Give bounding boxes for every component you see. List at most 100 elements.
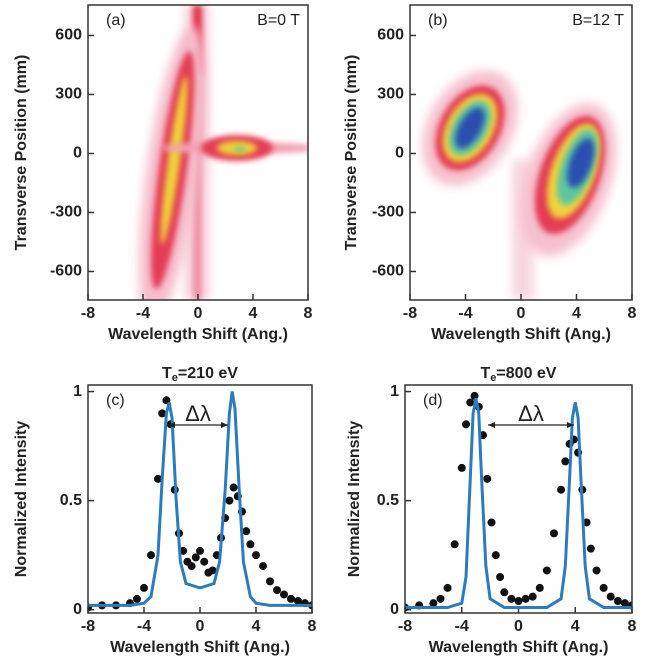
frame <box>87 4 309 301</box>
panel-label: (b) <box>428 12 448 29</box>
x-tick-label: 4 <box>572 305 581 322</box>
chart-title: Te=800 eV <box>481 365 557 384</box>
frame <box>87 384 313 614</box>
data-point <box>229 483 238 492</box>
y-tick-label: 1 <box>390 383 399 400</box>
plot <box>405 391 632 612</box>
data-point <box>521 594 530 603</box>
y-tick-label: 600 <box>55 27 82 44</box>
data-point <box>246 540 255 549</box>
annotation: Δλ <box>185 401 211 426</box>
data-point <box>561 457 570 466</box>
data-point <box>280 590 288 599</box>
data-point <box>586 544 595 553</box>
data-point <box>133 594 141 603</box>
x-tick-label: -4 <box>137 618 151 635</box>
x-tick-label: -4 <box>455 618 469 635</box>
title-part: e <box>172 372 178 384</box>
data-point <box>154 474 162 483</box>
data-point <box>287 594 295 603</box>
x-tick-label: -4 <box>136 305 150 322</box>
data-point <box>528 592 537 601</box>
y-tick-label: 0.5 <box>60 492 82 509</box>
y-tick-label: 0 <box>73 601 82 618</box>
panel-label: (c) <box>106 392 125 409</box>
data-point <box>140 583 148 592</box>
panel-label: (a) <box>106 12 126 29</box>
data-point <box>200 557 209 566</box>
y-axis-label: Normalized Intensity <box>346 421 363 578</box>
y-axis-label: Normalized Intensity <box>13 421 30 578</box>
data-point <box>158 409 167 418</box>
data-point <box>225 496 234 505</box>
x-tick-label: 8 <box>628 618 637 635</box>
data-point <box>500 588 509 597</box>
fit-line <box>405 397 632 610</box>
annotation: B=0 T <box>257 12 300 29</box>
data-point <box>252 551 260 560</box>
y-tick-label: -600 <box>50 263 82 280</box>
x-tick-label: 4 <box>252 618 261 635</box>
data-point <box>436 594 445 603</box>
y-axis-label: Transverse Position (mm) <box>343 55 360 251</box>
y-axis-label: Transverse Position (mm) <box>13 55 30 251</box>
x-axis-label: Wavelength Shift (Ang.) <box>108 326 288 343</box>
y-tick-label: 0 <box>390 601 399 618</box>
x-tick-label: 0 <box>196 618 205 635</box>
data-point <box>514 597 523 605</box>
x-tick-label: -8 <box>81 618 95 635</box>
data-point <box>191 553 200 562</box>
data-point <box>196 546 204 555</box>
x-axis-label: Wavelength Shift (Ang.) <box>431 326 611 343</box>
x-tick-label: 8 <box>308 618 317 635</box>
data-point <box>208 566 217 575</box>
fit-line <box>88 391 312 607</box>
data-point <box>294 597 302 605</box>
data-point <box>462 420 471 429</box>
data-point <box>242 527 251 536</box>
arrowhead <box>567 422 574 428</box>
x-tick-label: -8 <box>398 618 412 635</box>
y-tick-label: -300 <box>372 204 404 221</box>
data-point <box>443 583 452 592</box>
x-tick-label: 0 <box>514 618 523 635</box>
data-point <box>457 463 466 472</box>
y-tick-label: 300 <box>377 86 404 103</box>
data-point <box>466 398 475 407</box>
y-tick-label: 1 <box>73 383 82 400</box>
annotation: B=12 T <box>572 12 624 29</box>
data-point <box>429 599 438 608</box>
data-point <box>535 583 544 592</box>
title-part: =210 eV <box>178 365 238 382</box>
title-part: e <box>490 372 496 384</box>
chart-title: Te=210 eV <box>162 365 238 384</box>
data-point <box>557 485 566 494</box>
x-tick-label: 0 <box>194 305 203 322</box>
x-tick-label: -8 <box>403 305 417 322</box>
heatmap-image-a <box>138 5 308 300</box>
data-point <box>613 597 622 605</box>
heatmap-image-b <box>422 70 617 300</box>
panel-label: (d) <box>423 392 443 409</box>
y-tick-label: 0.5 <box>377 492 399 509</box>
data-point <box>592 566 601 575</box>
data-point <box>147 551 155 560</box>
title-part: =800 eV <box>496 365 556 382</box>
data-point <box>606 592 615 601</box>
y-tick-label: 0 <box>395 145 404 162</box>
data-point <box>549 529 558 538</box>
x-tick-label: 8 <box>304 305 313 322</box>
y-tick-label: 600 <box>377 27 404 44</box>
y-tick-label: -600 <box>372 263 404 280</box>
data-point <box>187 562 196 571</box>
x-axis-label: Wavelength Shift (Ang.) <box>429 639 609 656</box>
data-point <box>620 599 629 608</box>
arrowhead <box>168 422 175 428</box>
data-point <box>450 540 459 549</box>
data-point <box>491 551 500 560</box>
y-tick-label: 0 <box>73 145 82 162</box>
data-point <box>487 518 496 527</box>
data-point <box>259 562 267 571</box>
arrowhead <box>221 422 228 428</box>
plot <box>88 391 312 612</box>
